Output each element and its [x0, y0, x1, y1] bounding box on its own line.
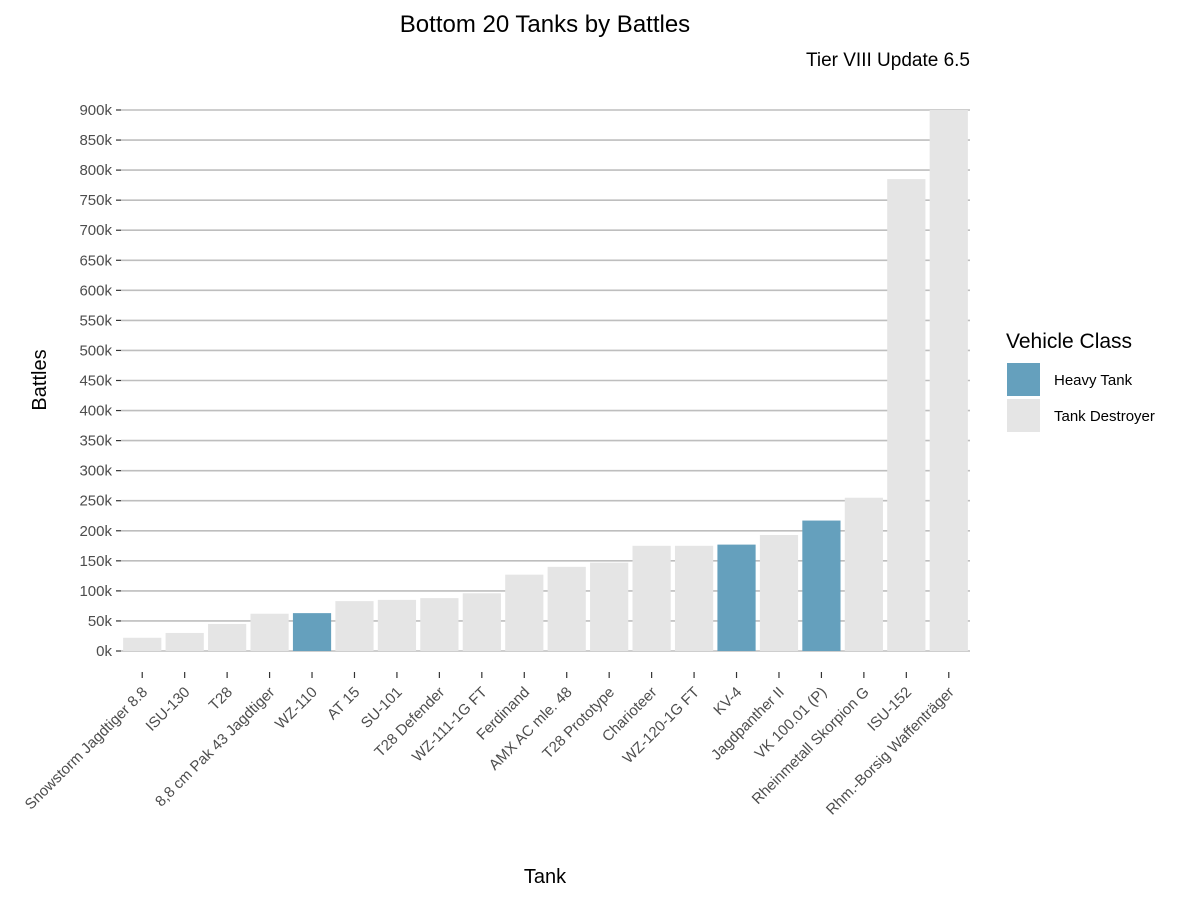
y-tick-label: 550k [79, 312, 112, 329]
y-tick-label: 650k [79, 252, 112, 269]
bar [420, 598, 459, 651]
x-tick-label: AT 15 [324, 684, 363, 723]
x-tick-label: Snowstorm Jagdtiger 8.8 [22, 684, 151, 813]
bar [632, 545, 671, 651]
bar [123, 637, 162, 651]
bar [165, 632, 204, 651]
x-tick-label: KV-4 [710, 684, 745, 719]
legend-title: Vehicle Class [1006, 330, 1132, 353]
y-tick-label: 0k [96, 643, 112, 660]
chart-subtitle: Tier VIII Update 6.5 [806, 50, 970, 71]
y-tick-label: 250k [79, 493, 112, 510]
y-tick-label: 900k [79, 102, 112, 119]
y-tick-label: 350k [79, 433, 112, 450]
bar [802, 520, 841, 651]
y-tick-label: 400k [79, 403, 112, 420]
bar [335, 601, 374, 651]
bar [547, 566, 586, 651]
x-tick-label: ISU-130 [143, 684, 194, 735]
y-axis-ticks: 0k 50k 100k 150k 200k 250k 300k 350k 400k 450k 500… [79, 102, 121, 660]
bar [887, 179, 926, 651]
bar [717, 544, 756, 651]
bar [377, 599, 417, 651]
x-axis-title: Tank [524, 866, 567, 888]
x-tick-label: T28 [206, 684, 236, 714]
bar [208, 623, 247, 651]
y-tick-label: 600k [79, 282, 112, 299]
y-axis-title: Battles [29, 349, 51, 410]
legend-key [1007, 399, 1040, 432]
y-tick-label: 450k [79, 373, 112, 390]
bar [250, 613, 289, 651]
y-tick-label: 150k [79, 553, 112, 570]
x-tick-label: Jagdpanther II [708, 684, 788, 764]
x-tick-label: WZ-120-1G FT [620, 684, 703, 767]
bar [929, 110, 968, 651]
bar [292, 613, 332, 651]
bar [590, 562, 629, 651]
bars [123, 110, 968, 651]
bar [505, 574, 544, 651]
x-tick-label: WZ-110 [272, 684, 321, 733]
grid-lines [121, 109, 970, 652]
legend-label: Tank Destroyer [1054, 408, 1155, 425]
y-tick-label: 500k [79, 342, 112, 359]
y-tick-label: 50k [88, 613, 113, 630]
bar [844, 497, 883, 651]
legend-key [1007, 363, 1040, 396]
y-tick-label: 750k [79, 192, 112, 209]
y-tick-label: 800k [79, 162, 112, 179]
x-tick-label: WZ-111-1G FT [409, 684, 491, 766]
y-tick-label: 850k [79, 132, 112, 149]
bar [759, 534, 799, 651]
legend: Vehicle Class Heavy Tank Tank Destroyer [1006, 330, 1155, 432]
y-tick-label: 700k [79, 222, 112, 239]
y-tick-label: 100k [79, 583, 112, 600]
y-tick-label: 200k [79, 523, 112, 540]
y-tick-label: 300k [79, 463, 112, 480]
bar [674, 545, 714, 651]
bar [462, 593, 501, 651]
legend-label: Heavy Tank [1054, 372, 1133, 389]
chart-title: Bottom 20 Tanks by Battles [400, 11, 690, 38]
